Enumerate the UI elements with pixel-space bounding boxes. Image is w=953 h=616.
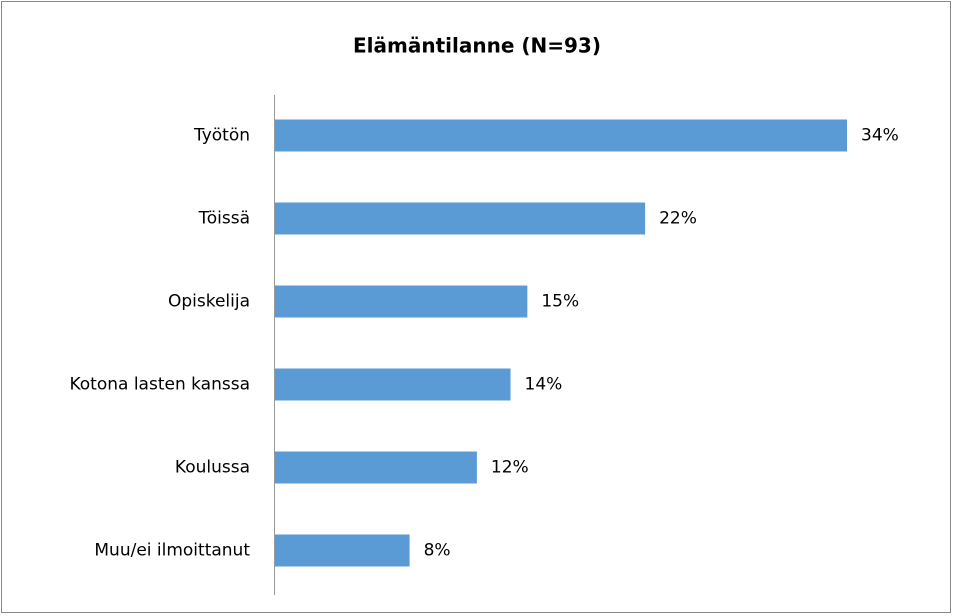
chart-title: Elämäntilanne (N=93) xyxy=(353,34,601,58)
category-label: Muu/ei ilmoittanut xyxy=(94,541,250,561)
category-label: Töissä xyxy=(198,209,250,229)
data-label: 15% xyxy=(541,292,579,312)
category-label: Opiskelija xyxy=(168,292,250,312)
data-label: 14% xyxy=(525,375,563,395)
bar xyxy=(275,285,528,318)
category-label: Koulussa xyxy=(175,458,250,478)
bar xyxy=(275,119,847,152)
bar xyxy=(275,534,410,567)
category-label: Työtön xyxy=(193,126,250,146)
bar xyxy=(275,451,477,484)
bar xyxy=(275,202,646,235)
category-label: Kotona lasten kanssa xyxy=(69,375,250,395)
data-label: 12% xyxy=(491,458,529,478)
data-label: 22% xyxy=(659,209,697,229)
data-label: 34% xyxy=(861,126,899,146)
bar xyxy=(275,368,511,401)
data-label: 8% xyxy=(424,541,451,561)
